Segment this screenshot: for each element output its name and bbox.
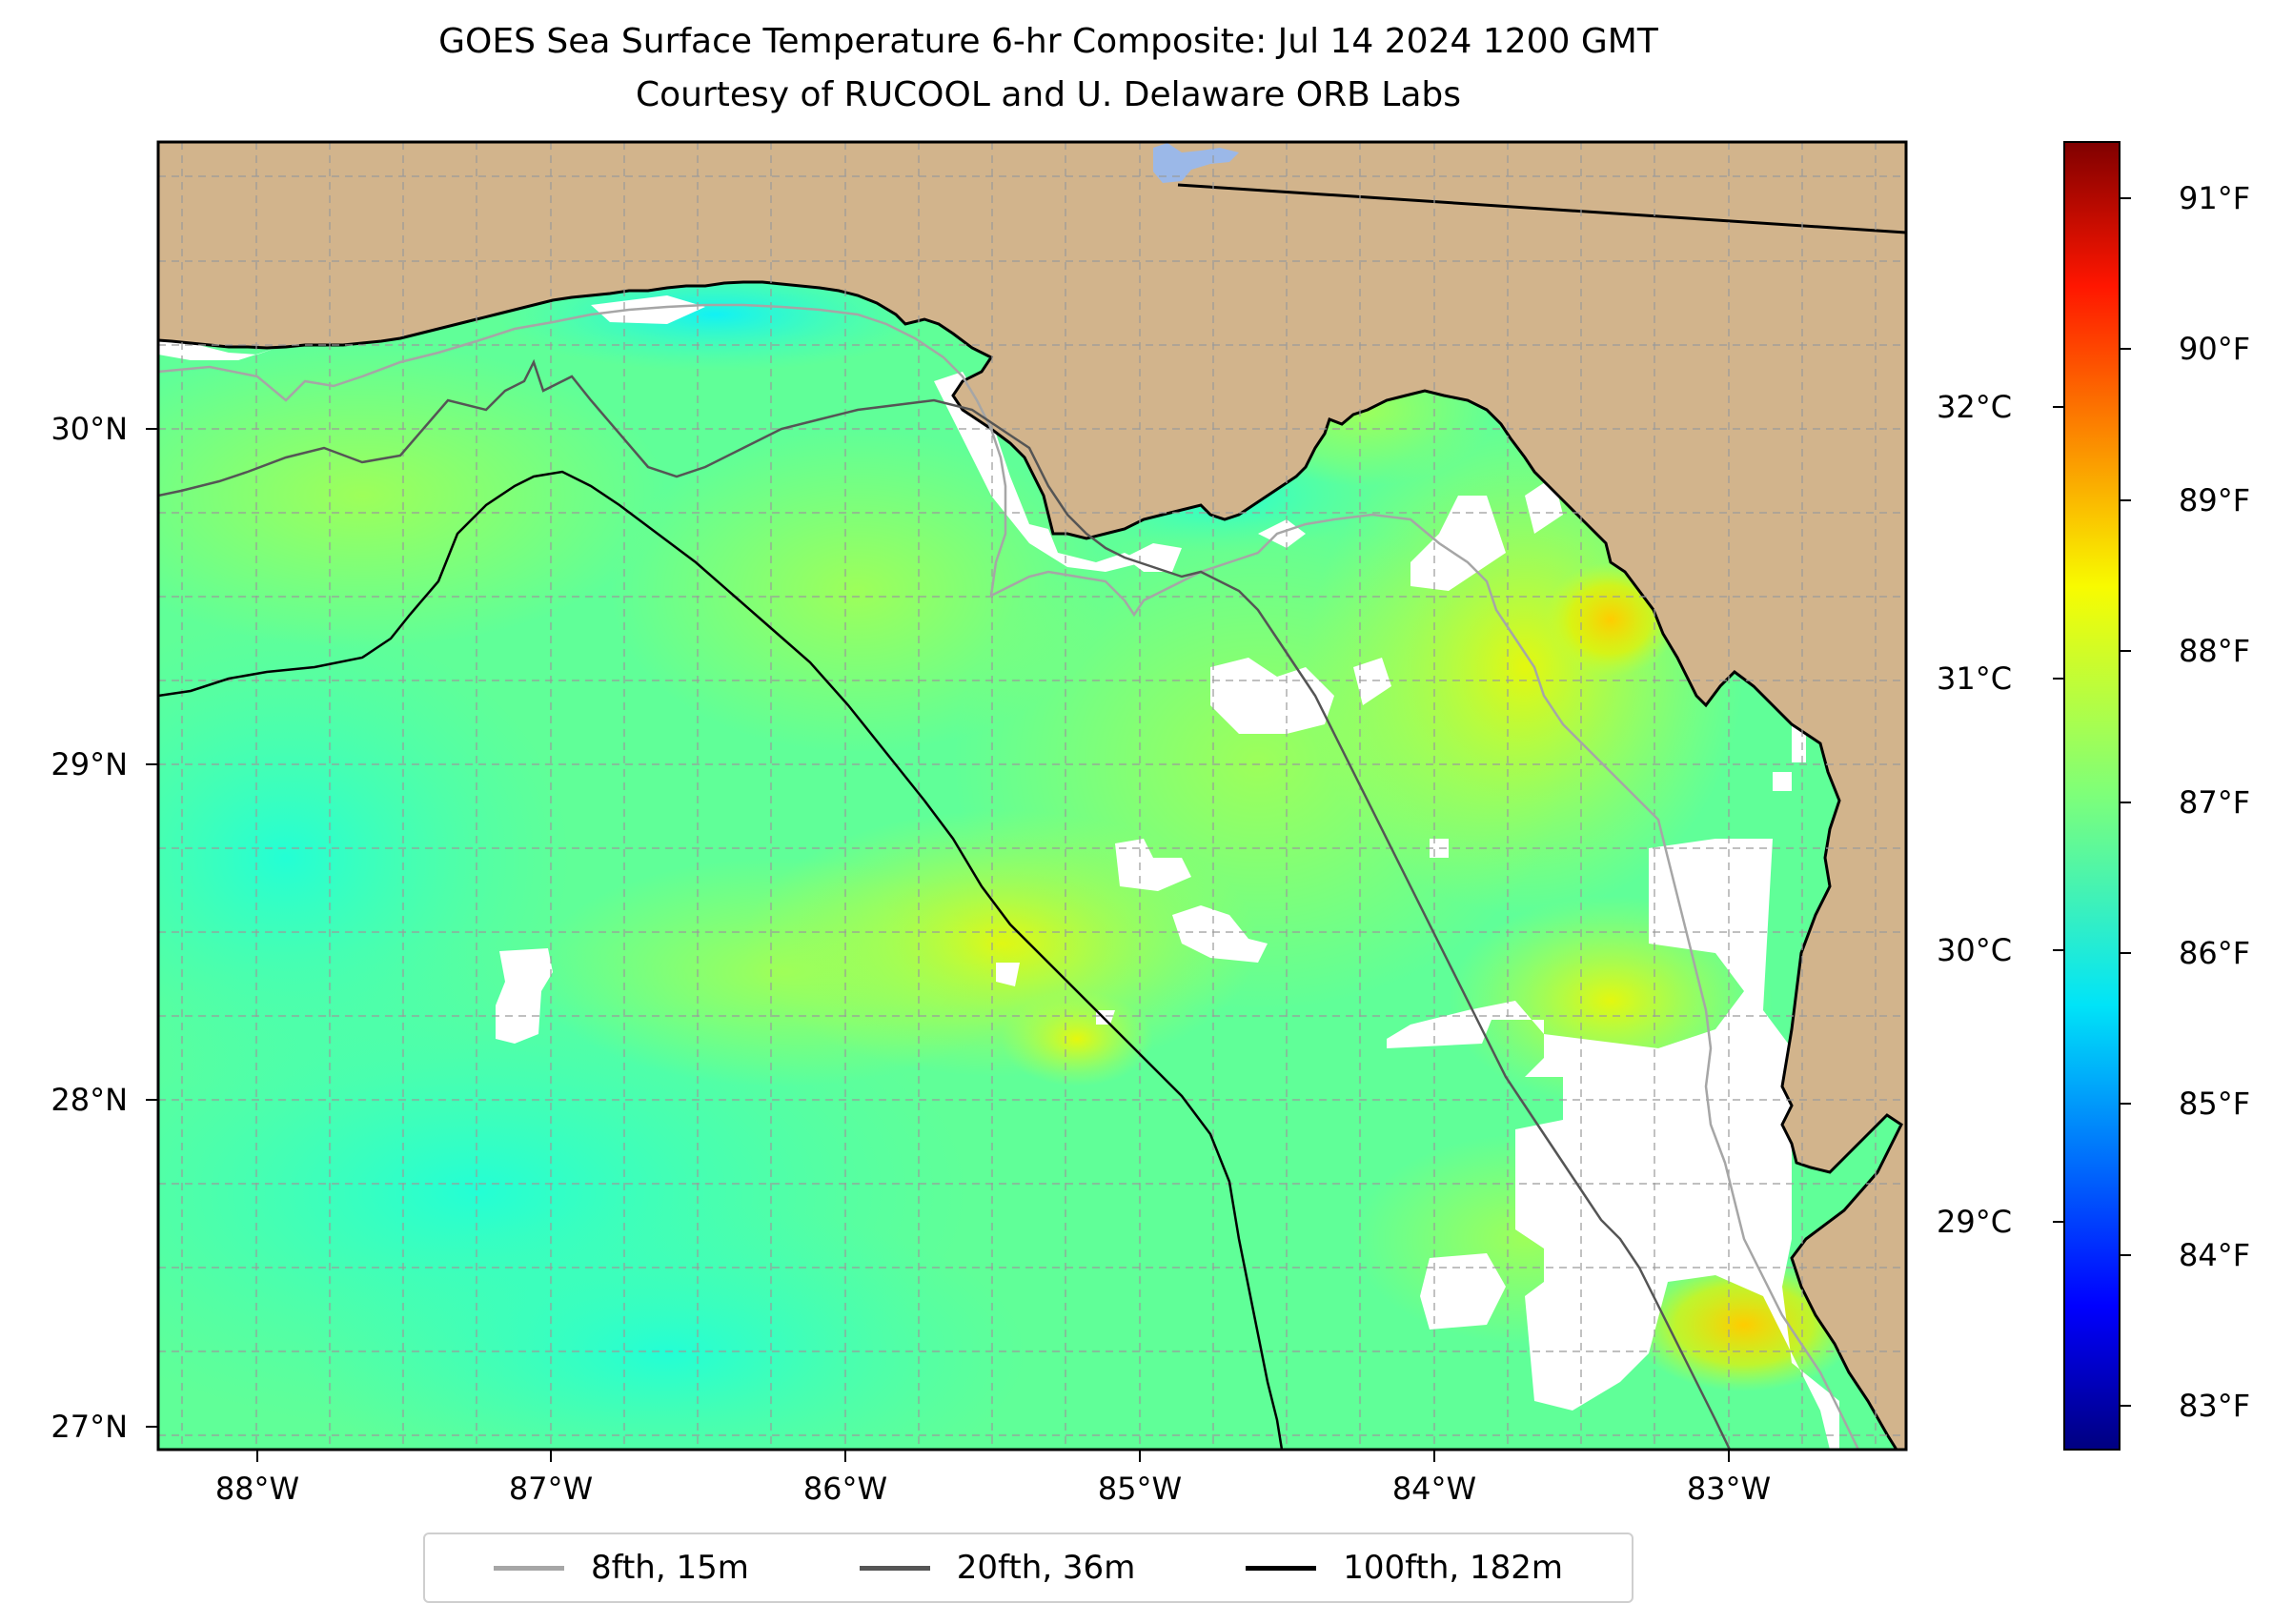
- lon-label-84w: 84°W: [1391, 1471, 1477, 1507]
- isobath-20fth: [158, 358, 1732, 1450]
- isobath-100fth: [158, 470, 1284, 1450]
- colorbar-label-85f: 85°F: [2179, 1086, 2251, 1122]
- colorbar-label-87f: 87°F: [2179, 784, 2251, 821]
- isobath-8fth: [158, 303, 1860, 1450]
- lat-label-28n: 28°N: [51, 1082, 128, 1118]
- colorbar-label-84f: 84°F: [2179, 1237, 2251, 1273]
- lon-label-83w: 83°W: [1686, 1471, 1772, 1507]
- state-boundary: [1177, 183, 1906, 234]
- legend-item-8fth: 8fth, 15m: [493, 1549, 749, 1587]
- colorbar-ticks: [2053, 197, 2131, 1407]
- isobath-legend: 8fth, 15m 20fth, 36m 100fth, 182m: [423, 1533, 1634, 1603]
- lon-label-87w: 87°W: [508, 1471, 594, 1507]
- legend-label-20fth: 20fth, 36m: [956, 1549, 1136, 1587]
- lon-label-88w: 88°W: [214, 1471, 300, 1507]
- colorbar-label-90f: 90°F: [2179, 331, 2251, 367]
- legend-item-20fth: 20fth, 36m: [859, 1549, 1136, 1587]
- legend-line-20fth: [859, 1565, 930, 1571]
- legend-label-8fth: 8fth, 15m: [590, 1549, 749, 1587]
- legend-label-100fth: 100fth, 182m: [1343, 1549, 1564, 1587]
- colorbar-label-31c: 31°C: [1937, 660, 2013, 697]
- lat-label-30n: 30°N: [51, 411, 128, 447]
- lat-label-27n: 27°N: [51, 1409, 128, 1445]
- land-mass: [158, 142, 1906, 1450]
- legend-line-100fth: [1246, 1565, 1317, 1571]
- legend-line-8fth: [493, 1565, 564, 1571]
- legend-item-100fth: 100fth, 182m: [1246, 1549, 1563, 1587]
- map-title: GOES Sea Surface Temperature 6-hr Compos…: [438, 22, 1658, 61]
- lake: [1153, 143, 1239, 183]
- axis-ticks: [146, 428, 1730, 1462]
- colorbar-label-89f: 89°F: [2179, 482, 2251, 518]
- lat-label-29n: 29°N: [51, 746, 128, 782]
- colorbar-label-86f: 86°F: [2179, 935, 2251, 971]
- gridlines: [158, 142, 1906, 1450]
- colorbar-label-88f: 88°F: [2179, 633, 2251, 669]
- colorbar-label-29c: 29°C: [1937, 1204, 2013, 1240]
- map-subtitle: Courtesy of RUCOOL and U. Delaware ORB L…: [635, 75, 1462, 114]
- lon-label-85w: 85°W: [1097, 1471, 1183, 1507]
- colorbar-label-91f: 91°F: [2179, 180, 2251, 216]
- colorbar-label-32c: 32°C: [1937, 389, 2013, 425]
- colorbar: [2063, 141, 2121, 1451]
- colorbar-label-30c: 30°C: [1937, 932, 2013, 968]
- lon-label-86w: 86°W: [802, 1471, 888, 1507]
- colorbar-label-83f: 83°F: [2179, 1388, 2251, 1424]
